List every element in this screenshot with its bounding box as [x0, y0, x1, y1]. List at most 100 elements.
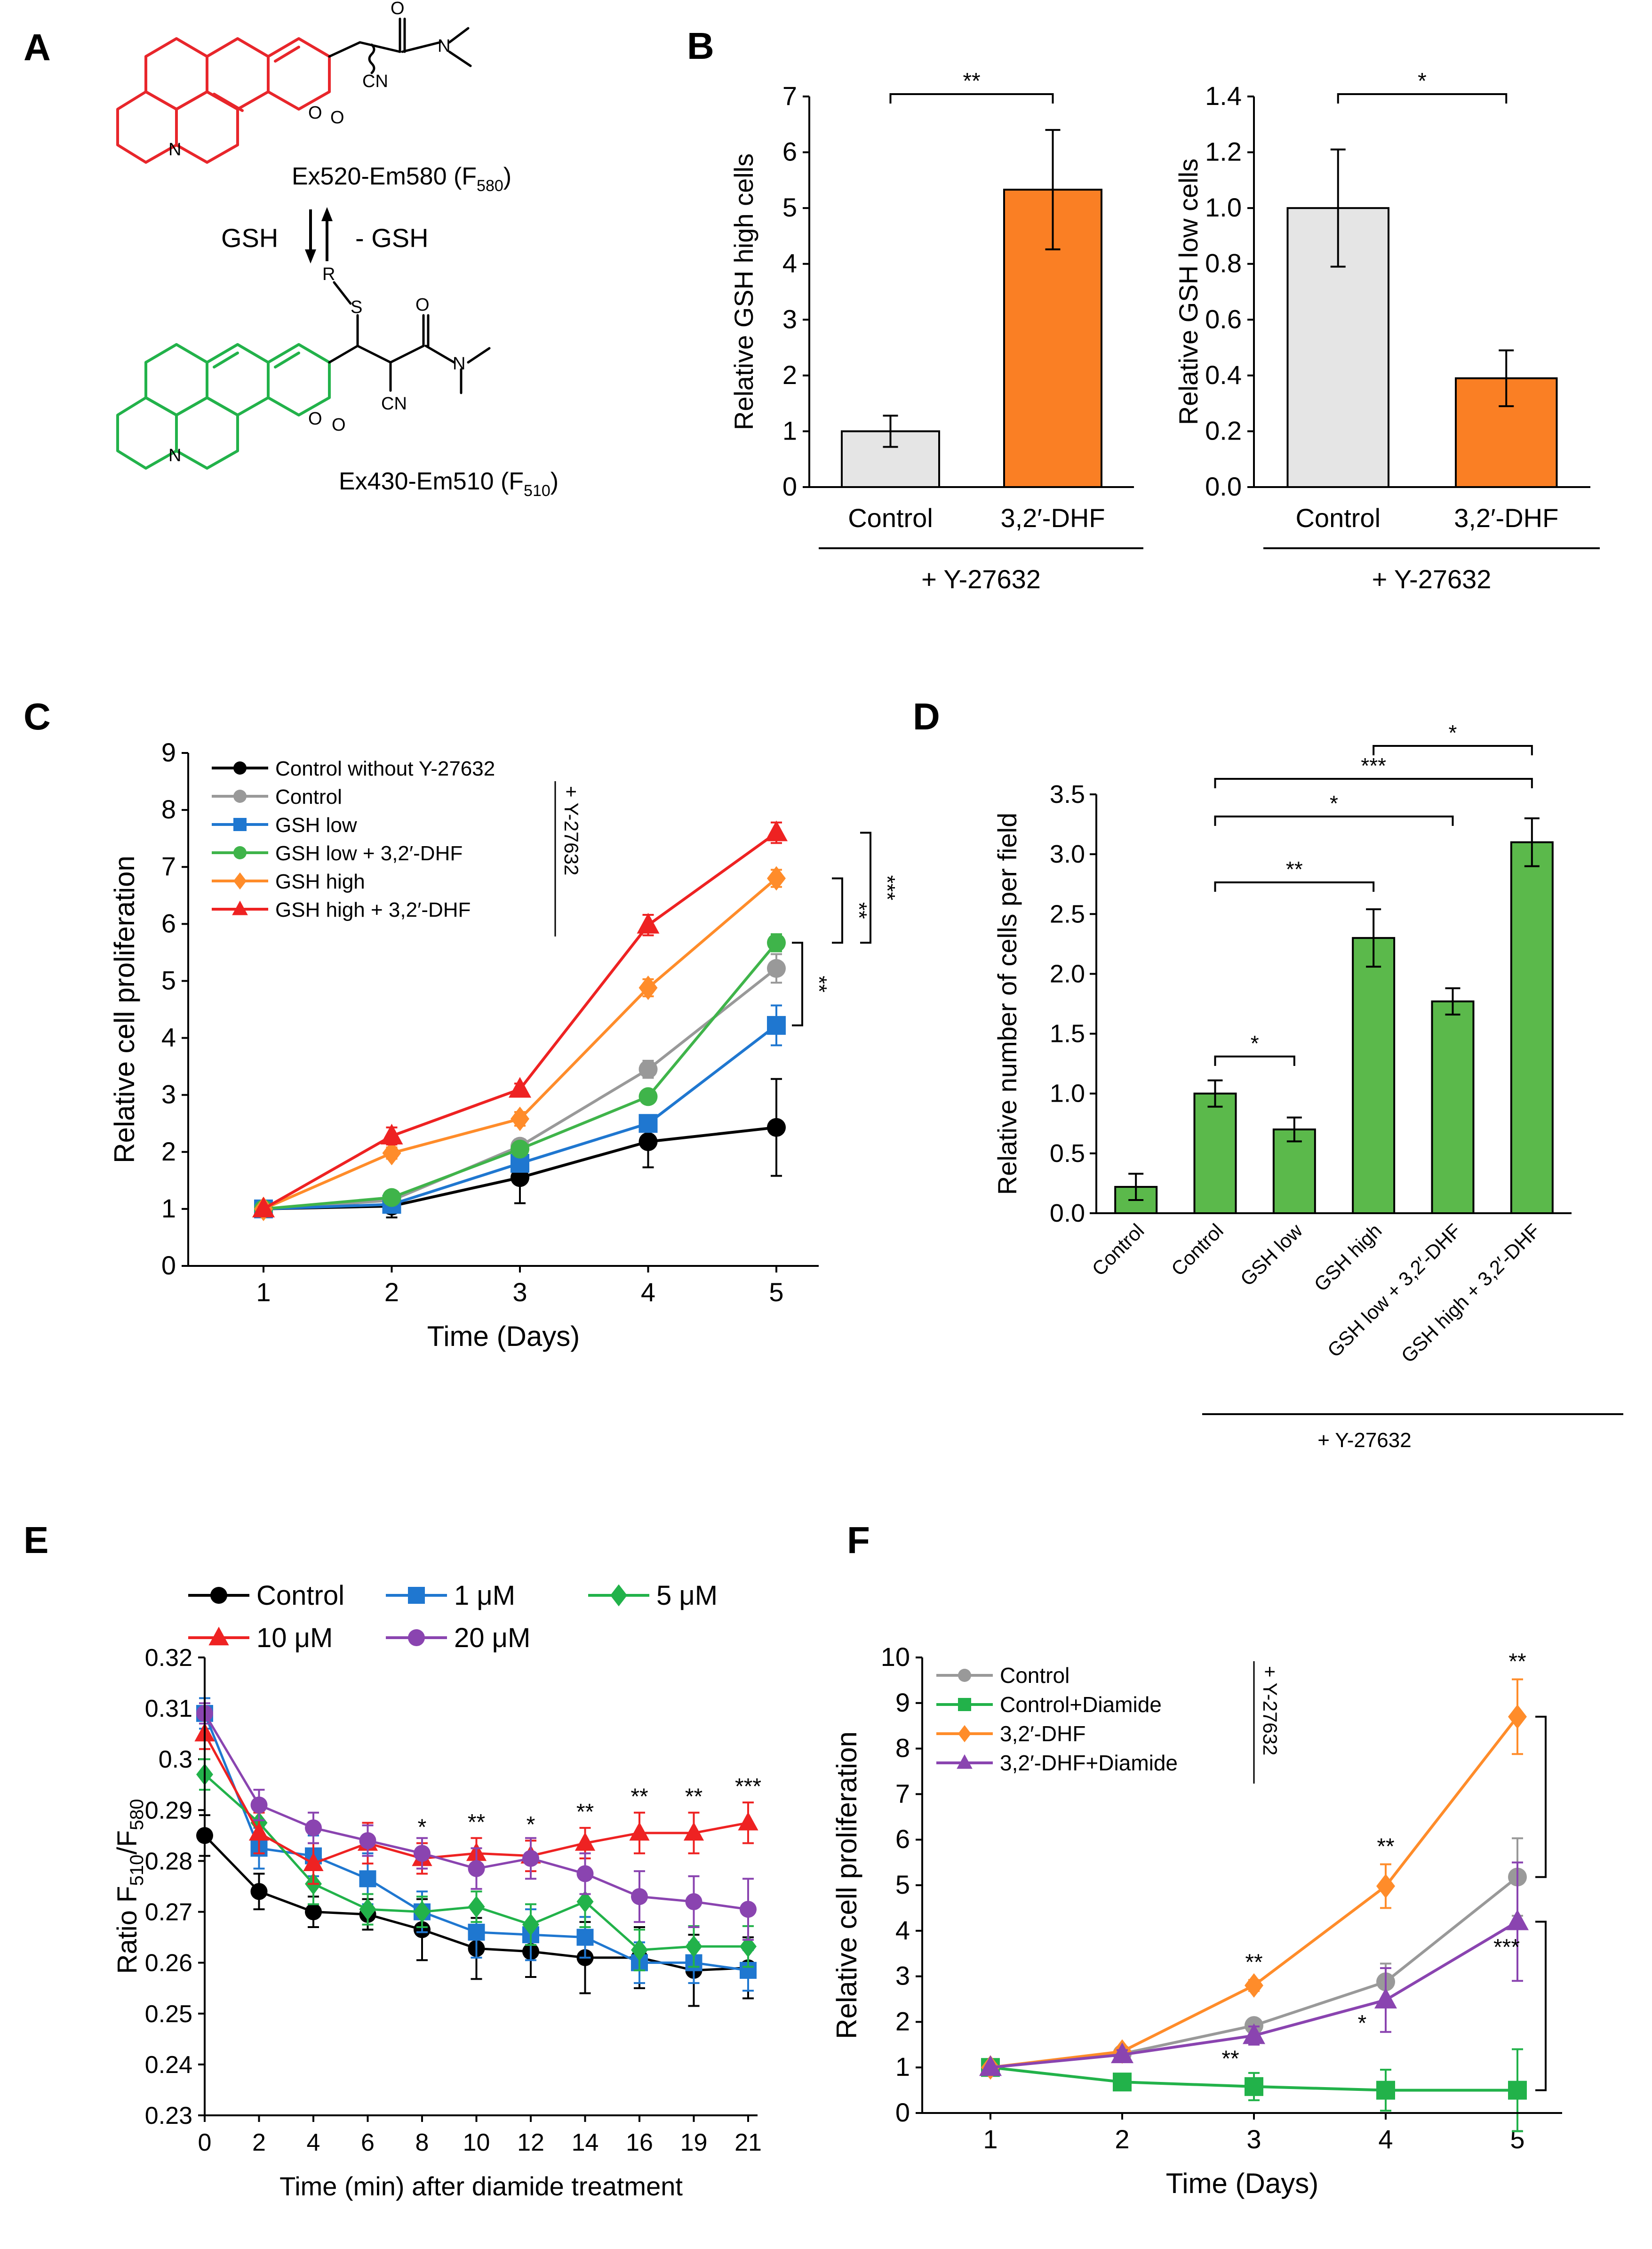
- panel-b-right-chart: 0.0 0.2 0.4 0.6 0.8 1.0 1.2 1.4 Control 3,2′-DHF R…: [1173, 69, 1600, 594]
- reverse-arrow-head: [321, 207, 333, 221]
- probe-green-form: [116, 343, 331, 470]
- y-tick-label: 4: [161, 1023, 176, 1052]
- atom-r-bottom: R: [322, 264, 335, 284]
- significance-label: *: [418, 1815, 427, 1840]
- panel-b-left-chart: 0 1 2 3 4 5 6 7 Control 3,2′-DHF Relative GSH high…: [729, 69, 1143, 594]
- bar: [1352, 937, 1396, 1214]
- significance-label: ***: [1493, 1935, 1520, 1960]
- data-point: [767, 1016, 786, 1035]
- x-tick-label: 21: [734, 2129, 762, 2156]
- data-point: [576, 1890, 594, 1913]
- significance-label: *: [527, 1812, 535, 1837]
- data-point: [511, 1106, 529, 1131]
- legend-marker: [233, 818, 247, 831]
- legend-label: 5 μM: [656, 1580, 718, 1611]
- panel-label-f: F: [847, 1519, 870, 1561]
- x-tick-label: 3: [512, 1277, 527, 1307]
- legend-marker: [232, 900, 248, 915]
- data-point: [511, 1139, 529, 1159]
- bottom-molecule-label: Ex430-Em510 (F510): [339, 468, 559, 500]
- data-point: [1111, 2042, 1133, 2064]
- y-tick-label: 0: [895, 2097, 910, 2127]
- data-point: [637, 912, 660, 934]
- panel-label-e: E: [24, 1519, 48, 1561]
- data-point: [359, 1898, 376, 1921]
- data-point: [382, 1188, 401, 1207]
- y-tick-label: 7: [782, 81, 797, 111]
- y-tick-label: 1: [161, 1193, 176, 1223]
- y-tick-label: 2: [895, 2006, 910, 2036]
- x-tick-label: 6: [361, 2129, 375, 2156]
- y-axis-label-part: 510: [127, 1855, 147, 1886]
- data-point: [511, 1168, 529, 1187]
- legend-label: Control: [1000, 1663, 1069, 1688]
- y-tick-label: 7: [161, 851, 176, 881]
- y-axis-label: Relative cell proliferation: [831, 1731, 862, 2039]
- y-tick-label: 5: [161, 965, 176, 995]
- significance-label: **: [1286, 857, 1303, 881]
- data-point: [522, 1850, 539, 1867]
- reaction-forward-label: GSH: [221, 223, 278, 253]
- significance-bracket: [1373, 745, 1533, 755]
- x-tick-label: 8: [415, 2129, 429, 2156]
- category-label: Control: [1295, 503, 1381, 533]
- atom-n-amide-top: N: [438, 36, 450, 56]
- y-tick-label: 0.5: [1050, 1139, 1085, 1168]
- panel-label-a: A: [24, 26, 51, 68]
- y-tick-label: 0.27: [145, 1899, 192, 1926]
- x-tick-label: 4: [641, 1277, 655, 1307]
- atom-o-amide-top: O: [391, 0, 405, 18]
- legend-marker: [233, 790, 247, 803]
- probe-green-side-chain: [328, 281, 491, 394]
- x-axis-label: Time (Days): [1166, 2168, 1318, 2199]
- data-point: [576, 1929, 594, 1946]
- legend-label: 3,2′-DHF: [1000, 1721, 1085, 1746]
- y-tick-label: 2: [161, 1137, 176, 1166]
- x-tick-label: 19: [680, 2129, 708, 2156]
- y-tick-label: 1.4: [1205, 81, 1242, 111]
- data-point: [305, 1819, 322, 1837]
- y-tick-label: 0.23: [145, 2102, 192, 2129]
- data-point: [767, 959, 786, 978]
- category-label: GSH high: [1310, 1219, 1386, 1296]
- legend-marker: [210, 1587, 227, 1604]
- y-axis-label-part: 580: [127, 1799, 147, 1831]
- legend-marker: [233, 761, 247, 775]
- y-tick-label: 0.4: [1205, 360, 1242, 390]
- atom-n-bottom: N: [168, 446, 181, 465]
- data-point: [631, 1939, 648, 1961]
- x-tick-label: 16: [626, 2129, 653, 2156]
- significance-bracket: [1214, 816, 1454, 826]
- y-tick-label: 10: [881, 1642, 910, 1672]
- y-tick-label: 1.0: [1050, 1080, 1085, 1108]
- atom-o-carbonyl-bottom: O: [332, 415, 346, 435]
- atom-n-top: N: [168, 140, 181, 160]
- y-axis-label: Ratio F510/F580: [112, 1799, 147, 1974]
- legend-marker: [958, 1698, 971, 1711]
- significance-bracket: [1535, 1921, 1547, 2091]
- legend-marker: [233, 872, 247, 890]
- data-point: [638, 1060, 658, 1079]
- y-tick-label: 9: [895, 1688, 910, 1717]
- significance-bracket: [1214, 1056, 1295, 1066]
- significance-label: **: [685, 1785, 702, 1809]
- y-tick-label: 4: [782, 248, 797, 278]
- data-point: [1113, 2073, 1132, 2092]
- data-point: [468, 1896, 485, 1918]
- data-point: [638, 1114, 658, 1133]
- y-tick-label: 2.5: [1050, 900, 1085, 928]
- legend-marker: [610, 1584, 627, 1607]
- significance-bracket: [1214, 778, 1533, 788]
- data-point: [767, 933, 786, 952]
- y-tick-label: 1.2: [1205, 137, 1242, 167]
- y-tick-label: 0.26: [145, 1950, 192, 1977]
- atom-n-amide-bottom: N: [453, 354, 465, 374]
- y-tick-label: 6: [782, 137, 797, 167]
- significance-label: *: [1358, 2011, 1367, 2036]
- y-tick-label: 2.0: [1050, 960, 1085, 988]
- y-tick-label: 5: [782, 192, 797, 222]
- atom-o-ring-top: O: [308, 103, 322, 123]
- series-20-m: [196, 1702, 757, 1941]
- legend-label: GSH high + 3,2′-DHF: [275, 898, 471, 921]
